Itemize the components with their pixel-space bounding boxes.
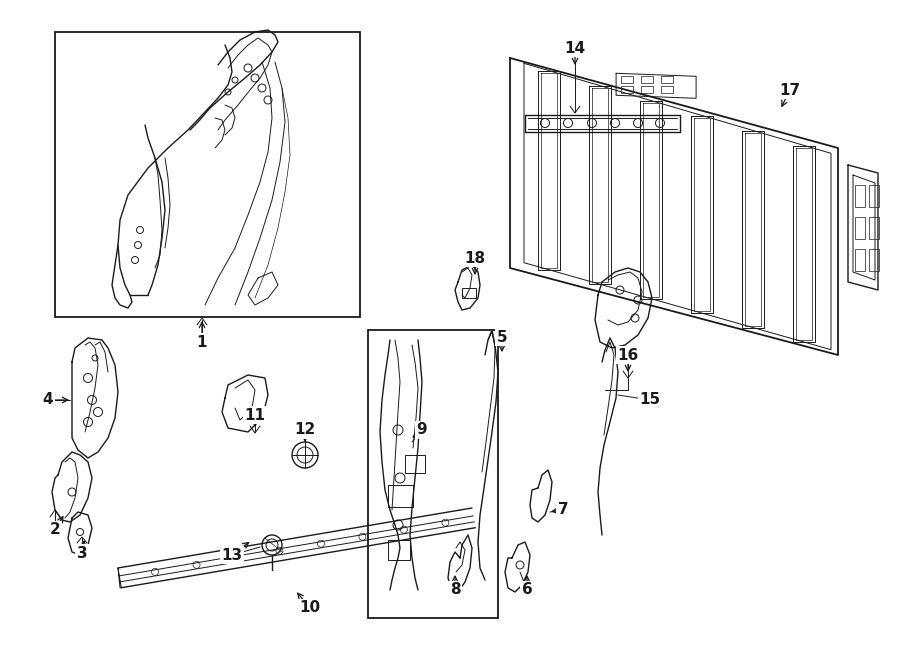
Bar <box>662 76 673 83</box>
Bar <box>662 86 673 93</box>
Bar <box>55 32 360 317</box>
Text: 13: 13 <box>221 547 243 563</box>
Text: 3: 3 <box>76 545 87 561</box>
Bar <box>368 330 498 618</box>
Text: 7: 7 <box>558 502 568 518</box>
Bar <box>462 288 476 298</box>
Bar <box>388 485 413 507</box>
Text: 8: 8 <box>450 583 460 598</box>
Text: 15: 15 <box>639 393 661 408</box>
Bar <box>855 185 865 207</box>
Bar <box>855 249 865 271</box>
Text: 18: 18 <box>464 250 486 265</box>
Text: 11: 11 <box>245 408 266 422</box>
Bar <box>388 540 410 560</box>
Text: 17: 17 <box>779 83 801 97</box>
Bar <box>621 76 633 83</box>
Text: 6: 6 <box>522 583 533 598</box>
Text: 16: 16 <box>617 348 639 363</box>
Bar <box>621 86 633 93</box>
Text: 12: 12 <box>294 422 316 438</box>
Bar <box>641 76 653 83</box>
Text: 14: 14 <box>564 40 586 56</box>
Bar <box>869 185 879 207</box>
Bar <box>855 217 865 239</box>
Bar <box>405 455 425 473</box>
Bar <box>641 86 653 93</box>
Bar <box>869 249 879 271</box>
Text: 4: 4 <box>42 393 53 408</box>
Text: 2: 2 <box>50 522 60 538</box>
Text: 1: 1 <box>197 334 207 350</box>
Bar <box>869 217 879 239</box>
Text: 5: 5 <box>497 330 508 344</box>
Text: 9: 9 <box>417 422 428 438</box>
Text: 10: 10 <box>300 600 320 616</box>
